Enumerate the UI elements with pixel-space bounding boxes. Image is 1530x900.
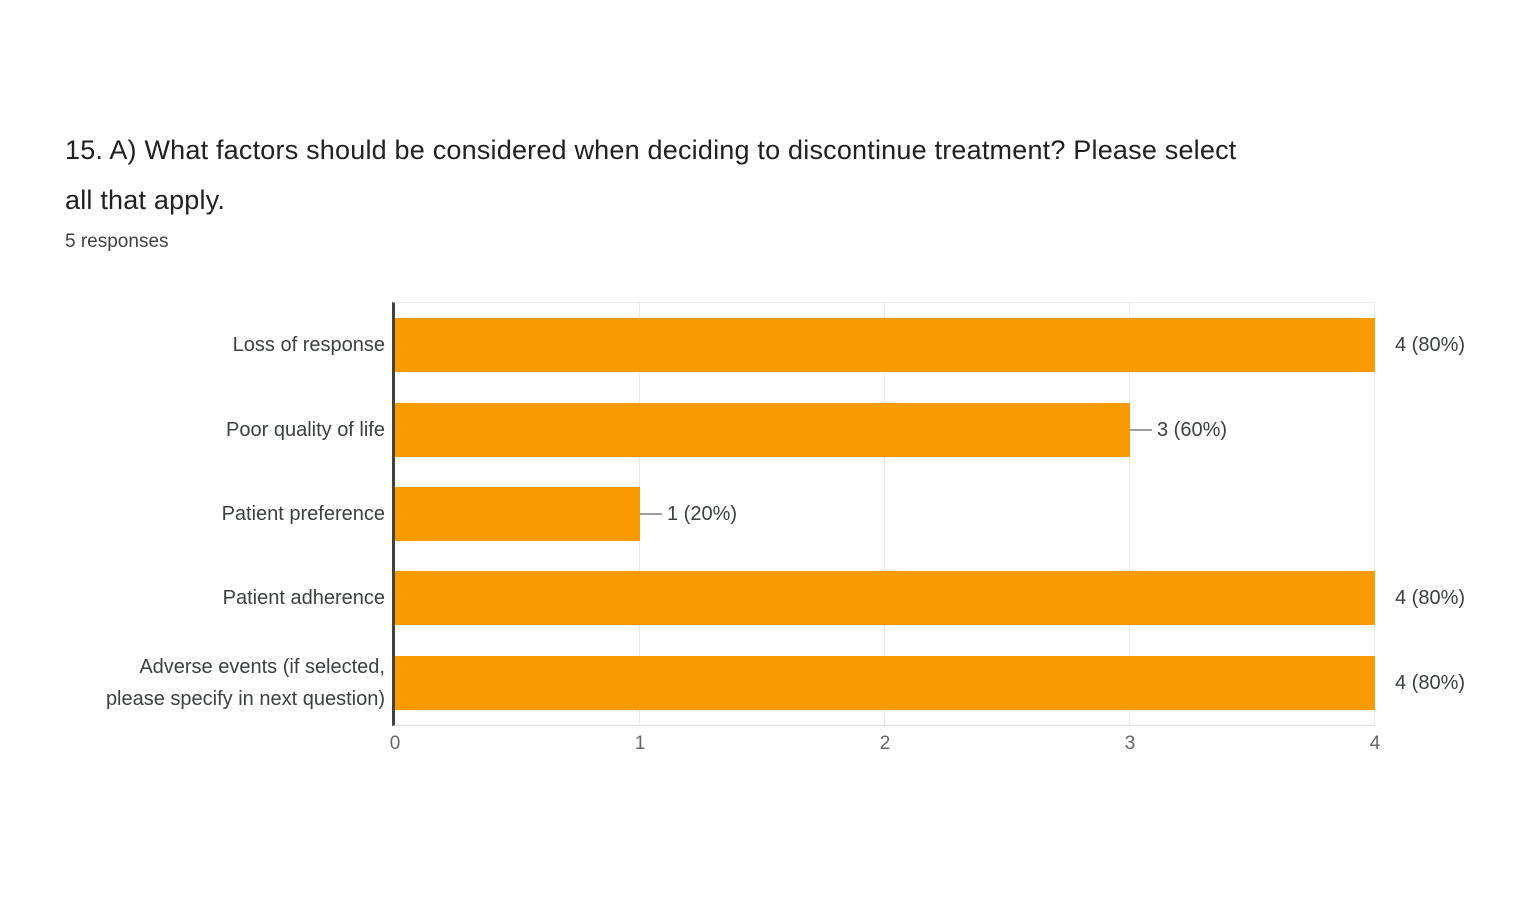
category-label: Poor quality of life — [226, 418, 385, 441]
responses-count: 5 responses — [65, 231, 169, 252]
category-label: Patient preference — [221, 502, 385, 525]
bar — [395, 655, 1375, 710]
category-label: Patient adherence — [222, 587, 385, 610]
chart-plot-area — [392, 302, 1375, 726]
x-tick-label: 0 — [389, 733, 401, 754]
value-label: 4 (80%) — [1395, 334, 1466, 357]
value-label: 3 (60%) — [1157, 418, 1228, 441]
x-tick-label: 2 — [879, 733, 891, 754]
category-label: Adverse events (if selected, please spec… — [105, 655, 385, 710]
category-label: Loss of response — [232, 334, 385, 357]
gridline — [1129, 303, 1130, 725]
x-tick-label: 1 — [634, 733, 646, 754]
gridline — [884, 303, 885, 725]
value-label: 4 (80%) — [1395, 587, 1466, 610]
bar — [395, 318, 1375, 373]
bar — [395, 402, 1130, 457]
x-tick-label: 3 — [1124, 733, 1136, 754]
callout-line — [640, 513, 662, 515]
bar — [395, 571, 1375, 626]
value-label: 4 (80%) — [1395, 671, 1466, 694]
gridline — [1374, 303, 1375, 725]
bar — [395, 487, 640, 541]
value-label: 1 (20%) — [667, 503, 738, 525]
question-title: 15. A) What factors should be considered… — [65, 135, 1237, 215]
callout-line — [1130, 428, 1152, 431]
x-tick-label: 4 — [1369, 733, 1381, 754]
